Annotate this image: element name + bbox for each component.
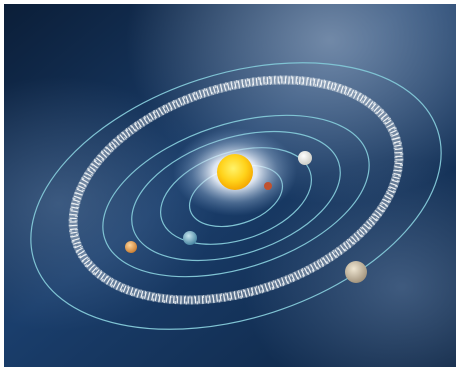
planet-icon — [183, 231, 197, 245]
orbit-icon — [30, 62, 442, 330]
sun-icon — [173, 128, 297, 216]
asteroid-belt-icon — [68, 75, 404, 305]
planet-icon — [345, 261, 367, 283]
planet-icon — [125, 241, 137, 253]
planet-icon — [298, 151, 312, 165]
orbit-icon — [102, 114, 370, 278]
planet-icon — [264, 182, 272, 190]
orbits — [30, 62, 442, 330]
planets — [125, 151, 367, 283]
